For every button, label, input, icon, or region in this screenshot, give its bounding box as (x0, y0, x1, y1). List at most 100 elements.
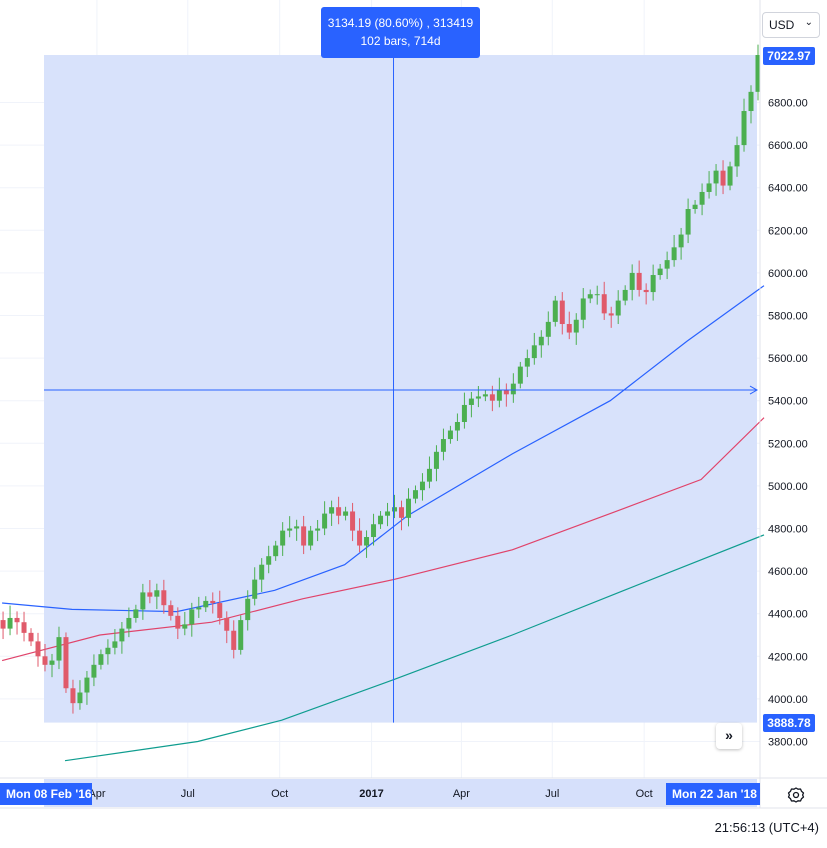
candle (357, 518, 363, 553)
candle (217, 590, 223, 625)
candle-body (147, 592, 153, 597)
candle-body (699, 191, 705, 205)
candle-body (105, 647, 111, 655)
candle-body (482, 394, 488, 397)
candle (601, 281, 607, 320)
candle (133, 604, 139, 623)
y-tick-label: 6200.00 (768, 225, 808, 237)
y-tick-label: 6400.00 (768, 183, 808, 195)
timezone-clock[interactable]: 21:56:13 (UTC+4) (714, 820, 819, 835)
candle-body (643, 289, 649, 293)
candle-body (399, 507, 404, 518)
candle-body (315, 528, 321, 531)
candles (0, 44, 761, 714)
candle-body (196, 607, 202, 610)
candle-body (650, 275, 656, 293)
candle (245, 590, 251, 631)
candle (238, 615, 244, 655)
candle (343, 506, 349, 521)
candle (105, 639, 111, 665)
candle (329, 500, 335, 526)
candle (482, 389, 488, 402)
currency-selector[interactable]: USD ⌄ (762, 12, 820, 38)
y-tick-label: 4600.00 (768, 566, 808, 578)
candle (371, 513, 377, 546)
scroll-to-realtime-button[interactable]: » (716, 723, 742, 749)
candle-body (392, 507, 398, 512)
candle (140, 583, 146, 620)
candle-body (14, 617, 20, 623)
x-tick-label: Jul (181, 788, 195, 800)
candle-body (531, 345, 537, 359)
candle-body (615, 300, 621, 316)
candle (573, 313, 579, 345)
candle (77, 680, 83, 710)
candle (636, 260, 642, 297)
x-axis-ticks: Apr Jul Oct 2017 Apr Jul Oct (88, 788, 652, 800)
candle (168, 600, 174, 621)
candle (426, 456, 432, 489)
candle-body (252, 579, 258, 599)
candle-body (56, 637, 62, 661)
candle (98, 649, 104, 670)
candle-body (559, 300, 565, 325)
last-price-tag: 7022.97 (763, 47, 815, 65)
candle-body (301, 526, 307, 546)
candle (440, 428, 446, 461)
y-tick-label: 3800.00 (768, 737, 808, 749)
candle-body (343, 511, 349, 516)
candle-body (468, 398, 474, 405)
candle-body (168, 605, 174, 616)
candle-body (280, 530, 286, 546)
candle (280, 522, 286, 556)
candle-body (426, 468, 432, 482)
chart-settings-button[interactable] (787, 786, 805, 804)
measure-tooltip: 3134.19 (80.60%) , 313419 102 bars, 714d (321, 7, 480, 58)
candle (671, 234, 677, 267)
candle-body (378, 515, 384, 525)
measure-bars-label: 102 bars, 714d (360, 34, 441, 48)
candle (196, 596, 202, 618)
y-tick-label: 5400.00 (768, 396, 808, 408)
candle-body (454, 422, 460, 431)
candle-body (238, 620, 244, 650)
candle-body (727, 166, 733, 186)
y-tick-label: 5000.00 (768, 481, 808, 493)
candle (475, 386, 481, 408)
candle-body (692, 204, 698, 209)
candle (126, 607, 132, 638)
candle-body (685, 209, 691, 235)
candle-body (538, 336, 544, 346)
candle (692, 200, 698, 214)
candle (685, 198, 691, 244)
candle-body (63, 637, 69, 689)
candle-body (664, 260, 670, 269)
candle (28, 628, 34, 647)
candle (56, 626, 62, 670)
candle (720, 160, 726, 195)
candle (35, 632, 41, 667)
candle-body (552, 300, 558, 322)
candle (210, 592, 216, 614)
candle (706, 171, 712, 199)
candle (259, 558, 265, 592)
candle (119, 622, 125, 654)
y-tick-label: 4200.00 (768, 651, 808, 663)
candle (566, 311, 572, 340)
candle (755, 44, 761, 101)
candle (7, 605, 13, 636)
candle-body (629, 272, 635, 290)
candle-body (657, 268, 663, 276)
candle-body (503, 390, 509, 395)
candle (203, 596, 209, 612)
candle (517, 361, 523, 389)
candle-body (524, 358, 530, 367)
candle (252, 567, 258, 606)
candle-body (84, 677, 90, 693)
candle-body (154, 590, 160, 597)
candle-body (21, 622, 27, 633)
candle-body (35, 641, 41, 657)
candle (524, 349, 530, 378)
candle-body (517, 366, 523, 384)
